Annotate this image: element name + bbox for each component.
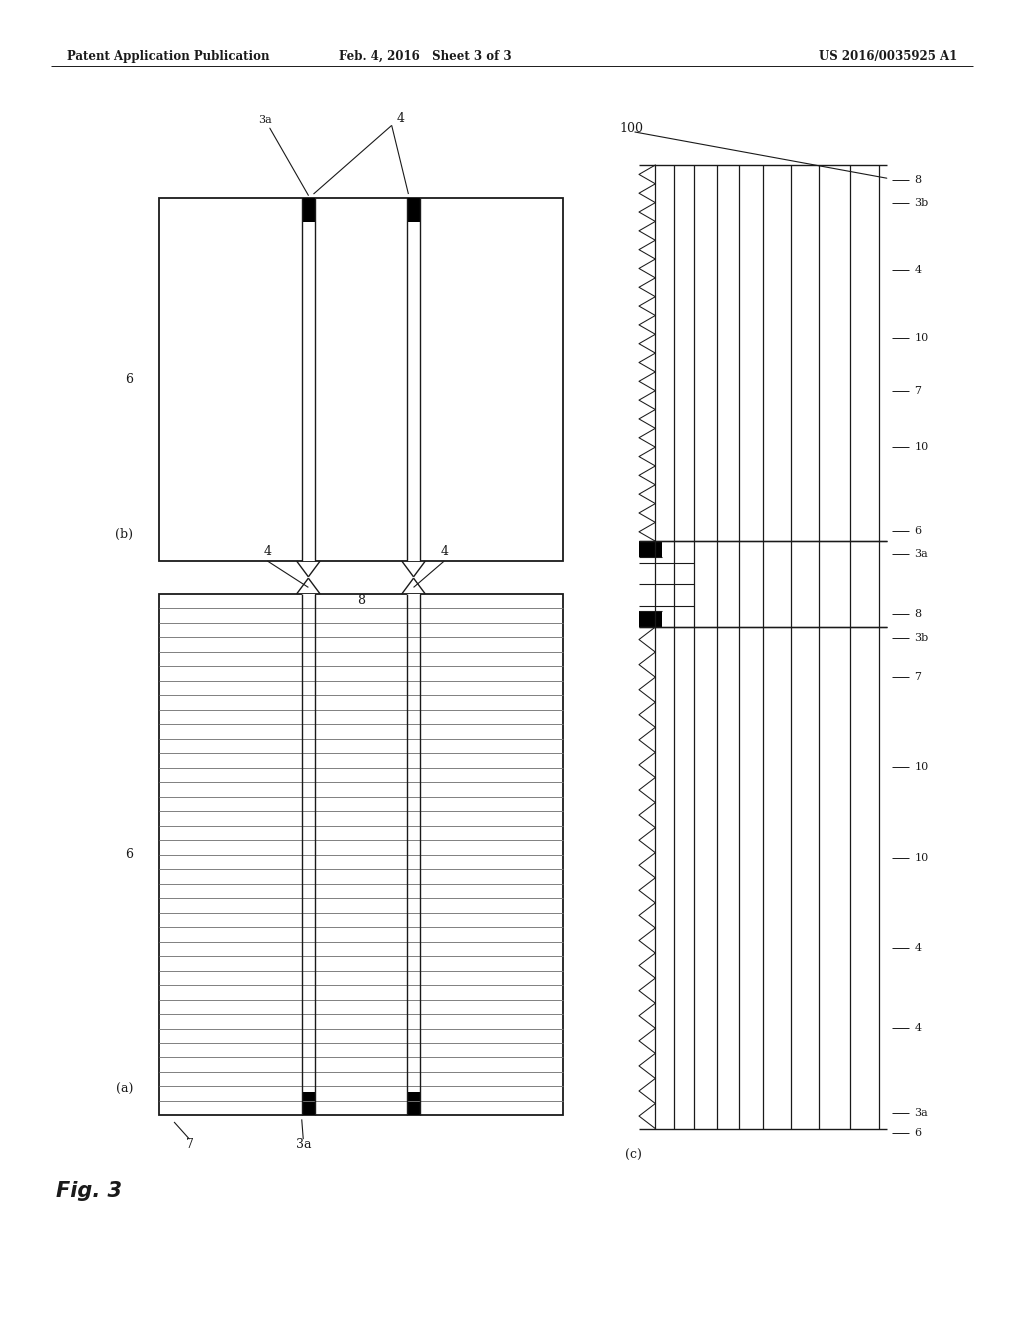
Bar	[302, 594, 315, 1115]
Text: Feb. 4, 2016   Sheet 3 of 3: Feb. 4, 2016 Sheet 3 of 3	[339, 50, 511, 63]
Text: 10: 10	[914, 442, 929, 453]
Bar	[407, 1092, 420, 1115]
Bar	[407, 198, 420, 222]
Text: 4: 4	[440, 545, 449, 558]
Text: Fig. 3: Fig. 3	[56, 1181, 122, 1201]
Text: 7: 7	[185, 1138, 194, 1151]
Text: 6: 6	[125, 849, 133, 861]
Text: 6: 6	[914, 525, 922, 536]
Bar	[407, 198, 420, 561]
Bar	[302, 198, 315, 561]
Text: 3a: 3a	[296, 1138, 311, 1151]
Text: 3a: 3a	[258, 115, 308, 195]
Bar	[159, 594, 563, 1115]
Text: 4: 4	[914, 942, 922, 953]
Text: (b): (b)	[115, 528, 133, 541]
Text: 3a: 3a	[914, 1107, 928, 1118]
Bar	[302, 1092, 315, 1115]
Bar	[302, 198, 315, 222]
Text: 4: 4	[914, 1023, 922, 1034]
Text: 3b: 3b	[914, 198, 929, 207]
Text: 4: 4	[397, 112, 404, 125]
Text: Patent Application Publication: Patent Application Publication	[67, 50, 269, 63]
Text: 10: 10	[914, 853, 929, 863]
Text: 3b: 3b	[914, 632, 929, 643]
Text: 8: 8	[914, 609, 922, 619]
Text: 7: 7	[914, 385, 922, 396]
Text: US 2016/0035925 A1: US 2016/0035925 A1	[819, 50, 957, 63]
Text: 8: 8	[914, 176, 922, 185]
Bar	[159, 198, 563, 561]
Bar	[639, 611, 662, 627]
Text: 100: 100	[620, 121, 643, 135]
Text: 3a: 3a	[914, 549, 928, 560]
Text: 6: 6	[125, 374, 133, 385]
Text: 4: 4	[263, 545, 271, 558]
Text: 10: 10	[914, 333, 929, 343]
Text: (c): (c)	[625, 1148, 641, 1162]
Bar	[639, 541, 662, 557]
Text: 4: 4	[914, 265, 922, 276]
Text: 7: 7	[914, 672, 922, 682]
Text: 8: 8	[357, 594, 365, 607]
Text: (a): (a)	[116, 1082, 133, 1096]
Text: 6: 6	[914, 1127, 922, 1138]
Bar	[407, 594, 420, 1115]
Text: 10: 10	[914, 763, 929, 772]
